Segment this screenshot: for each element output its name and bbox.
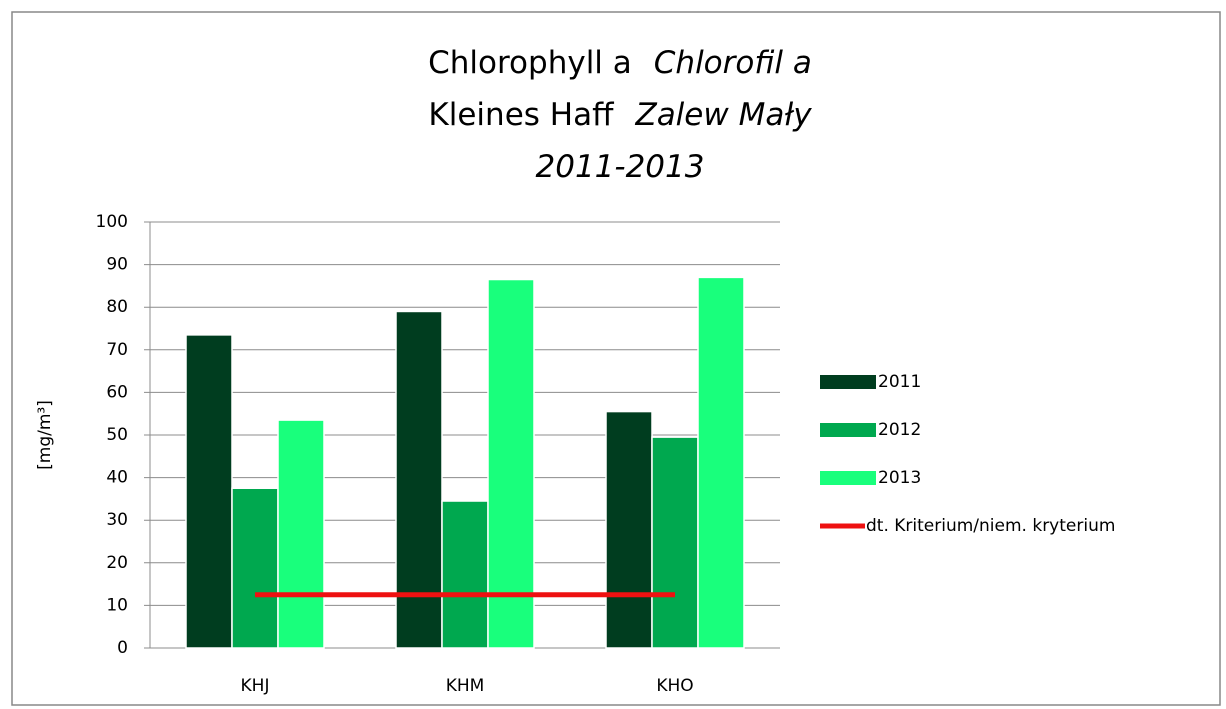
y-tick-label: 40 [106, 468, 128, 488]
x-tick-label: KHM [446, 676, 485, 696]
legend-label: dt. Kriterium/niem. kryterium [866, 516, 1115, 536]
title-part: Chlorofil a [654, 45, 812, 81]
legend-label: 2011 [878, 372, 921, 392]
y-tick-label: 0 [117, 638, 128, 658]
y-tick-label: 100 [96, 212, 128, 232]
y-tick-label: 90 [106, 255, 128, 275]
y-tick-label: 10 [106, 595, 128, 615]
y-tick-label: 60 [106, 382, 128, 402]
bar [651, 436, 699, 649]
title-part: 2011-2013 [536, 149, 705, 185]
y-tick-label: 20 [106, 553, 128, 573]
bar [697, 276, 745, 649]
y-axis-label: [mg/m³] [35, 400, 55, 470]
bar [231, 487, 279, 649]
bar [441, 500, 489, 649]
bar [395, 310, 443, 649]
title-part: Kleines Haff [428, 97, 614, 133]
y-tick-label: 80 [106, 297, 128, 317]
y-tick-label: 50 [106, 425, 128, 445]
title-part: Chlorophyll a [428, 45, 632, 81]
bar [487, 278, 535, 649]
chart-title: Kleines Haff Zalew Mały [428, 97, 812, 133]
legend-label: 2012 [878, 420, 921, 440]
legend-swatch [820, 423, 876, 437]
chart-title: 2011-2013 [536, 149, 705, 185]
chart-title: Chlorophyll a Chlorofil a [428, 45, 812, 81]
x-tick-label: KHJ [241, 676, 270, 696]
y-tick-label: 30 [106, 510, 128, 530]
x-tick-label: KHO [656, 676, 693, 696]
bar [185, 334, 233, 649]
legend-swatch [820, 471, 876, 485]
y-tick-label: 70 [106, 340, 128, 360]
bar [605, 410, 653, 649]
legend-label: 2013 [878, 468, 921, 488]
title-part: Zalew Mały [634, 97, 812, 133]
bar [277, 419, 325, 649]
legend-swatch [820, 375, 876, 389]
